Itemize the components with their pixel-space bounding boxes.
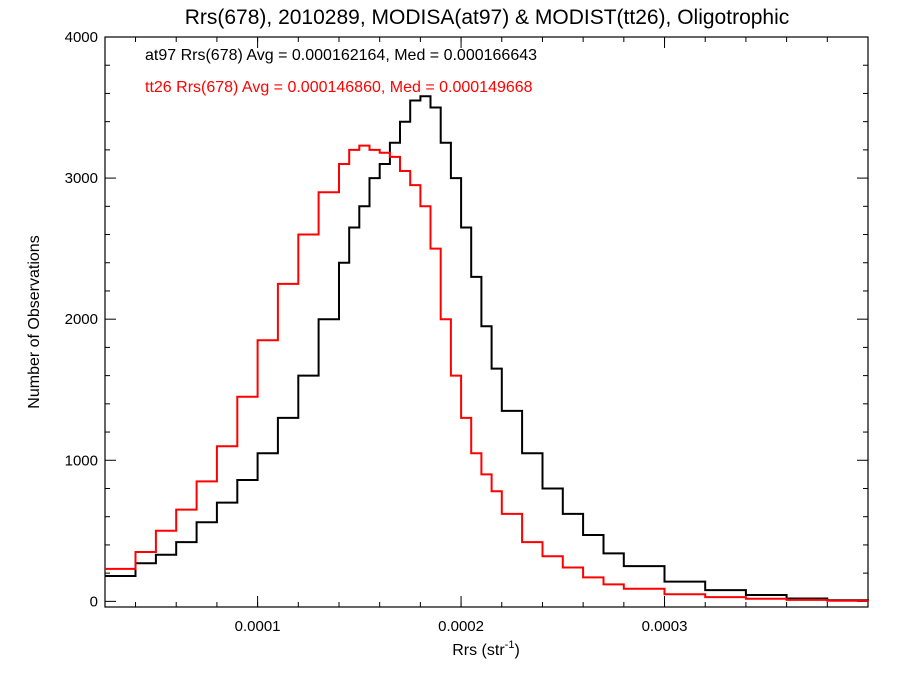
x-tick-label: 0.0001 xyxy=(235,618,281,635)
y-tick-label: 2000 xyxy=(65,311,98,328)
plot-frame xyxy=(104,36,869,608)
x-axis-label: Rrs (str-1) xyxy=(452,639,520,659)
series-tt26-line xyxy=(105,144,869,602)
y-tick-label: 1000 xyxy=(65,452,98,469)
x-tick-label: 0.0002 xyxy=(438,618,484,635)
annotation-tt26-stats: tt26 Rrs(678) Avg = 0.000146860, Med = 0… xyxy=(145,79,533,96)
x-axis-label-sup: -1 xyxy=(505,639,515,651)
y-tick-label: 0 xyxy=(90,593,98,610)
series-at97-line xyxy=(105,95,869,602)
y-axis-label: Number of Observations xyxy=(26,235,43,408)
x-tick-label: 0.0003 xyxy=(642,618,688,635)
chart-title: Rrs(678), 2010289, MODISA(at97) & MODIST… xyxy=(185,6,790,29)
x-axis-label-main: Rrs (str xyxy=(452,642,505,659)
x-axis-label-end: ) xyxy=(514,642,519,659)
y-tick-label: 3000 xyxy=(65,170,98,187)
annotation-at97-stats: at97 Rrs(678) Avg = 0.000162164, Med = 0… xyxy=(145,47,537,64)
y-tick-label: 4000 xyxy=(65,29,98,46)
axis-ticks: 0.0001 0.0002 0.0003 0 1000 2000 3000 4000 xyxy=(65,29,868,635)
data-series xyxy=(105,95,869,602)
